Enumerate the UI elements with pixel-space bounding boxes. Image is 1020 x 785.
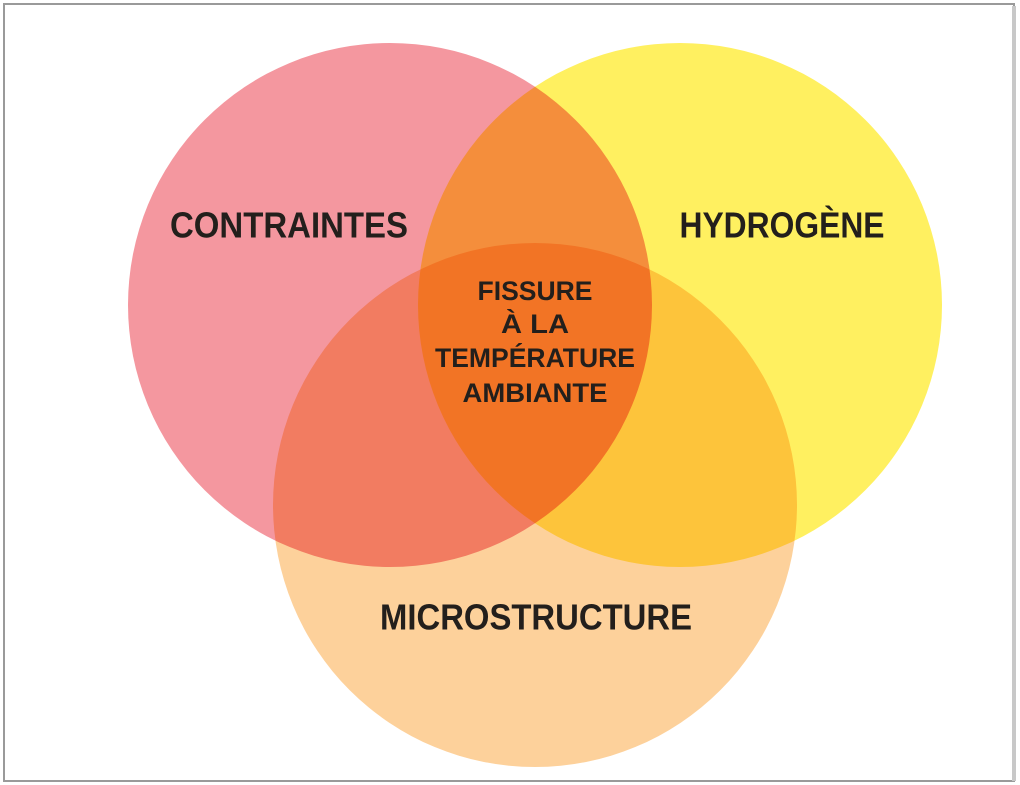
set-label: MICROSTRUCTURE (380, 597, 692, 638)
set-label: HYDROGÈNE (680, 205, 885, 246)
intersection-label: FISSURE (478, 276, 593, 306)
set-label: CONTRAINTES (170, 205, 408, 246)
intersection-label: TEMPÉRATURE (435, 342, 635, 373)
intersection-label: AMBIANTE (463, 378, 608, 408)
circles (128, 43, 942, 767)
circle-microstructure (273, 243, 797, 767)
intersection-label: À LA (501, 308, 569, 339)
